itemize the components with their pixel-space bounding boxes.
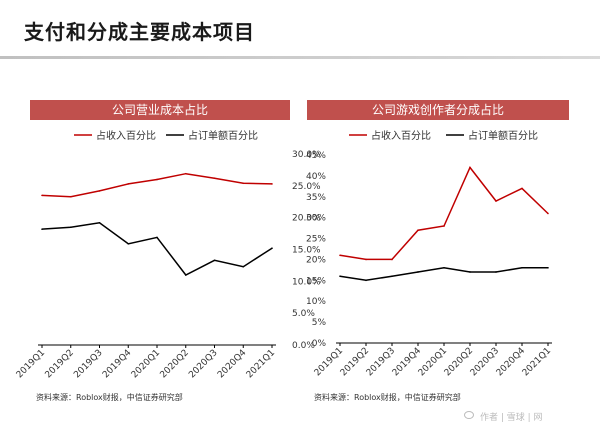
y-tick-label: 5.0% [292, 309, 315, 319]
legend-label: 占订单额百分比 [188, 129, 258, 142]
y-tick-label: 45% [306, 151, 326, 161]
data-point [547, 212, 549, 215]
data-point [271, 247, 273, 250]
data-point [242, 265, 245, 268]
data-point [521, 267, 523, 269]
y-tick-label: 25.0% [292, 182, 321, 192]
data-point [184, 274, 187, 276]
data-point [98, 221, 101, 224]
data-point [443, 267, 445, 269]
data-point [213, 177, 216, 179]
data-point [213, 259, 216, 262]
data-point [469, 166, 471, 169]
chat-icon [464, 411, 474, 419]
y-tick-label: 15.0% [292, 246, 321, 256]
data-point [339, 275, 341, 277]
y-tick-label: 30% [306, 214, 326, 224]
data-point [521, 187, 523, 190]
data-point [184, 172, 187, 175]
left-source-note: 资料来源：Roblox财报，中信证券研究部 [36, 393, 183, 402]
data-point [417, 229, 419, 231]
legend-label: 占收入百分比 [371, 129, 431, 142]
y-tick-label: 25% [306, 235, 326, 245]
data-point [547, 267, 549, 269]
y-tick-label: 10.0% [292, 277, 321, 287]
data-point [443, 225, 445, 227]
data-point [365, 258, 367, 261]
data-point [495, 271, 497, 273]
y-tick-label: 30.0% [292, 150, 321, 160]
data-point [271, 183, 273, 185]
y-tick-label: 5% [312, 318, 327, 328]
data-point [127, 242, 130, 245]
y-tick-label: 20.0% [292, 214, 321, 224]
right-chart-title: 公司游戏创作者分成占比 [307, 100, 569, 120]
y-tick-label: 0% [312, 339, 327, 349]
data-point [98, 190, 101, 192]
left-chart-title: 公司营业成本占比 [30, 100, 290, 120]
data-point [495, 200, 497, 202]
data-point [417, 271, 419, 273]
series-line [339, 166, 549, 261]
right-source-note: 资料来源：Roblox财报，中信证券研究部 [314, 393, 461, 402]
data-point [365, 279, 367, 282]
y-tick-label: 10% [306, 297, 326, 307]
data-point [242, 182, 245, 185]
data-point [156, 236, 158, 239]
data-point [339, 254, 341, 257]
y-tick-label: 35% [306, 193, 326, 203]
y-tick-label: 15% [306, 276, 326, 286]
data-point [469, 271, 471, 273]
data-point [391, 258, 393, 261]
data-point [69, 226, 72, 229]
data-point [69, 195, 72, 198]
data-point [156, 178, 158, 181]
data-point [41, 194, 43, 197]
legend-label: 占收入百分比 [96, 129, 156, 142]
y-tick-label: 0.0% [292, 341, 315, 351]
series-line [339, 267, 548, 282]
y-tick-label: 20% [306, 255, 326, 265]
legend-label: 占订单额百分比 [468, 129, 538, 142]
data-point [41, 228, 43, 230]
data-point [391, 275, 393, 277]
data-point [127, 183, 130, 185]
title-divider [0, 56, 600, 59]
x-tick-label: 2021Q1 [521, 346, 553, 378]
page-title: 支付和分成主要成本项目 [24, 20, 255, 44]
y-tick-label: 40% [306, 172, 326, 182]
watermark: 作者 | 雪球 | 网 [480, 413, 543, 423]
